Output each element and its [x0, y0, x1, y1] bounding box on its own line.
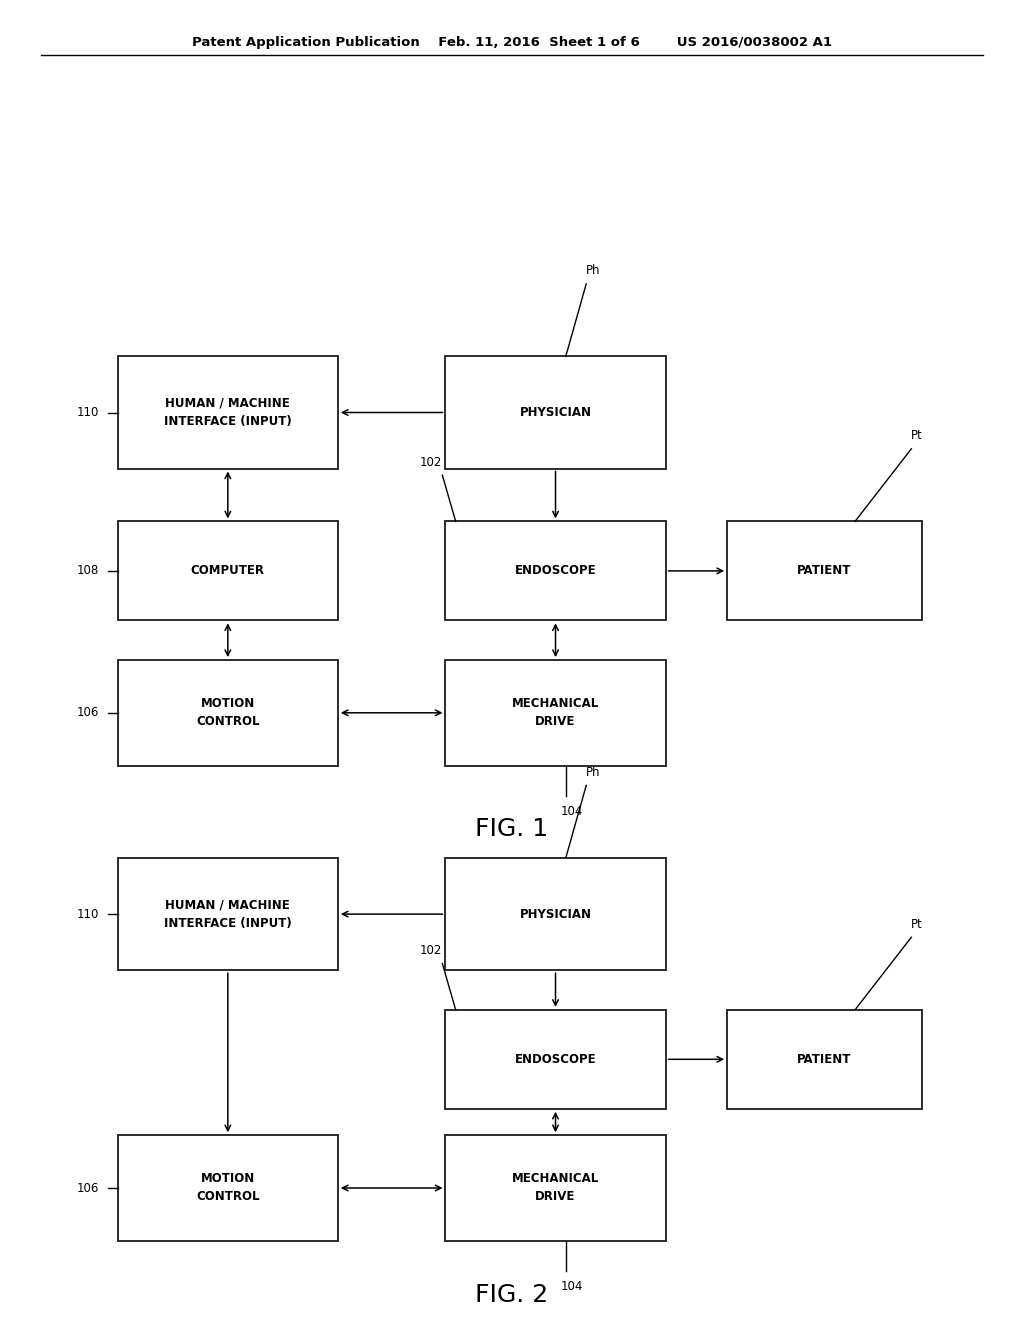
Text: 102: 102: [420, 455, 442, 469]
Bar: [727, 1010, 922, 1109]
Bar: [118, 660, 338, 766]
Text: MECHANICAL
DRIVE: MECHANICAL DRIVE: [512, 1172, 599, 1204]
Text: Patent Application Publication    Feb. 11, 2016  Sheet 1 of 6        US 2016/003: Patent Application Publication Feb. 11, …: [193, 36, 831, 49]
Bar: [118, 858, 338, 970]
Text: Pt: Pt: [911, 917, 923, 931]
Text: FIG. 2: FIG. 2: [475, 1283, 549, 1307]
Bar: [727, 521, 922, 620]
Text: HUMAN / MACHINE
INTERFACE (INPUT): HUMAN / MACHINE INTERFACE (INPUT): [164, 397, 292, 428]
Text: PATIENT: PATIENT: [797, 1053, 852, 1065]
Text: FIG. 1: FIG. 1: [475, 817, 549, 841]
Bar: [445, 521, 666, 620]
Bar: [445, 1135, 666, 1241]
Bar: [118, 356, 338, 469]
Text: 106: 106: [77, 1181, 99, 1195]
Bar: [445, 1010, 666, 1109]
Text: PHYSICIAN: PHYSICIAN: [519, 908, 592, 920]
Text: MOTION
CONTROL: MOTION CONTROL: [196, 697, 260, 729]
Bar: [445, 356, 666, 469]
Bar: [445, 660, 666, 766]
Text: PATIENT: PATIENT: [797, 565, 852, 577]
Text: Pt: Pt: [911, 429, 923, 442]
Text: ENDOSCOPE: ENDOSCOPE: [515, 565, 596, 577]
Text: Ph: Ph: [586, 264, 601, 277]
Text: HUMAN / MACHINE
INTERFACE (INPUT): HUMAN / MACHINE INTERFACE (INPUT): [164, 899, 292, 929]
Bar: [118, 521, 338, 620]
Text: 104: 104: [561, 805, 583, 818]
Text: 106: 106: [77, 706, 99, 719]
Text: MOTION
CONTROL: MOTION CONTROL: [196, 1172, 260, 1204]
Text: 110: 110: [77, 908, 99, 920]
Text: 102: 102: [420, 944, 442, 957]
Text: 110: 110: [77, 407, 99, 418]
Text: MECHANICAL
DRIVE: MECHANICAL DRIVE: [512, 697, 599, 729]
Text: COMPUTER: COMPUTER: [190, 565, 265, 577]
Text: PHYSICIAN: PHYSICIAN: [519, 407, 592, 418]
Bar: [118, 1135, 338, 1241]
Text: ENDOSCOPE: ENDOSCOPE: [515, 1053, 596, 1065]
Text: 104: 104: [561, 1280, 583, 1294]
Text: Ph: Ph: [586, 766, 601, 779]
Bar: [445, 858, 666, 970]
Text: 108: 108: [77, 565, 99, 577]
